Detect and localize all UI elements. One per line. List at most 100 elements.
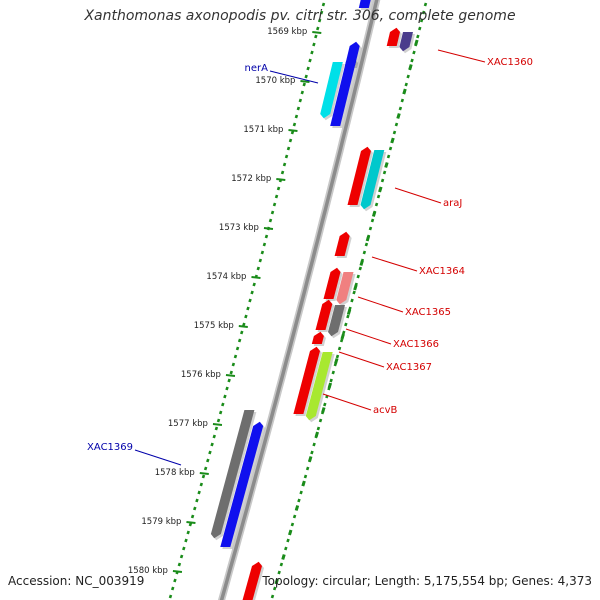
kbp-tick-label: 1570 kbp	[255, 76, 295, 86]
inner-track-dot	[186, 530, 190, 535]
kbp-tick-label: 1578 kbp	[155, 468, 195, 478]
inner-track-dot	[237, 338, 242, 343]
gene-leader-line	[134, 449, 182, 466]
gene-feature	[323, 267, 341, 299]
kbp-tick-mark	[225, 374, 236, 377]
inner-track-dot	[312, 42, 316, 47]
inner-track-dot	[304, 74, 308, 79]
kbp-tick-mark	[300, 80, 310, 83]
inner-track-dot	[212, 434, 216, 439]
inner-track-dot	[170, 586, 175, 591]
outer-track-tick	[321, 407, 326, 413]
gene-labels: XAC1360 araJ XAC1364 XAC1365 XAC1366 XAC1367 a…	[87, 49, 533, 466]
inner-track-dot	[179, 554, 184, 559]
inner-track-dot	[229, 370, 233, 375]
inner-track-dot	[290, 130, 295, 135]
outer-track-tick	[396, 113, 401, 119]
outer-track-tick	[390, 137, 395, 144]
gene-leader-line	[357, 296, 404, 313]
kbp-tick-mark	[251, 276, 261, 279]
inner-track-dot	[218, 410, 223, 415]
outer-track-dot	[279, 562, 284, 567]
inner-track-dot	[242, 322, 246, 327]
kbp-tick-mark	[263, 227, 274, 230]
gene-label: nerA	[245, 63, 269, 74]
gene-feature	[358, 0, 371, 8]
gene-feature	[347, 146, 371, 205]
inner-track-dot	[294, 114, 299, 119]
inner-track-dot	[240, 330, 244, 335]
outer-track-dot	[380, 178, 385, 183]
inner-track-dot	[252, 282, 256, 287]
outer-track-dot	[419, 18, 424, 23]
outer-track-tick	[340, 333, 345, 340]
outer-track-dot	[364, 242, 369, 247]
kbp-tick-label: 1571 kbp	[243, 125, 283, 135]
inner-track-dot	[310, 50, 314, 55]
outer-track-tick	[365, 235, 371, 242]
outer-track-dot	[394, 122, 399, 127]
outer-track-dot	[400, 98, 405, 103]
outer-track-dot	[297, 498, 301, 503]
inner-track-dot	[195, 498, 199, 503]
outer-track-dot	[329, 378, 333, 383]
inner-track-dot	[258, 258, 263, 263]
kbp-tick-mark	[312, 31, 322, 34]
inner-track-dot	[292, 122, 297, 127]
outer-track-dot	[318, 418, 323, 423]
outer-track-dot	[290, 522, 295, 527]
inner-track-dot	[272, 202, 277, 207]
inner-track-dot	[246, 306, 250, 311]
outer-track-tick	[274, 578, 279, 585]
feature-track	[210, 0, 415, 600]
kbp-tick-mark	[288, 129, 298, 132]
inner-track-dot	[300, 90, 305, 95]
outer-track-dot	[356, 274, 360, 279]
inner-track-dot	[317, 18, 322, 23]
genome-backbone	[217, 0, 381, 600]
inner-track-dot	[264, 234, 269, 239]
outer-track-tick	[371, 211, 377, 217]
inner-track-dot	[168, 594, 173, 599]
outer-track-dot	[305, 466, 310, 471]
inner-track-dot	[321, 2, 326, 7]
outer-track-tick	[384, 162, 389, 168]
outer-track-dot	[286, 538, 290, 543]
inner-track-dot	[244, 314, 248, 319]
outer-track-dot	[303, 474, 308, 479]
outer-track-dot	[277, 570, 281, 575]
gene-label: XAC1360	[487, 57, 533, 68]
outer-track-dot	[410, 58, 414, 63]
outer-track-dot	[404, 82, 408, 87]
outer-track-tick	[308, 456, 313, 462]
kbp-tick-mark	[212, 423, 223, 426]
inner-track-dot	[248, 298, 252, 303]
outer-track-tick	[327, 382, 333, 389]
inner-track-dot	[270, 210, 275, 215]
outer-track-dot	[392, 130, 397, 135]
outer-track-dot	[284, 546, 288, 551]
inner-track-dot	[319, 10, 324, 15]
inner-tick-track	[168, 2, 326, 599]
tick-labels: 1569 kbp 1570 kbp 1571 kbp 1572 kbp 1573 kbp…	[128, 27, 322, 576]
kbp-tick-label: 1573 kbp	[219, 223, 259, 233]
inner-track-dot	[227, 378, 231, 383]
gene-feature	[315, 299, 333, 330]
outer-track-dot	[272, 586, 277, 591]
inner-track-dot	[286, 146, 291, 151]
outer-track-dot	[412, 50, 416, 55]
gene-label: acvB	[373, 405, 398, 416]
outer-track-dot	[421, 10, 426, 15]
outer-track-tick	[314, 431, 319, 438]
inner-track-dot	[203, 466, 208, 471]
inner-track-dot	[298, 98, 303, 103]
inner-track-dot	[210, 442, 214, 447]
outer-track-dot	[335, 354, 340, 359]
gene-feature	[293, 346, 320, 414]
outer-track-dot	[312, 442, 316, 447]
outer-track-tick	[301, 480, 306, 487]
inner-track-dot	[260, 250, 265, 255]
outer-track-dot	[388, 146, 393, 151]
outer-track-dot	[339, 338, 344, 343]
inner-track-dot	[268, 218, 273, 223]
